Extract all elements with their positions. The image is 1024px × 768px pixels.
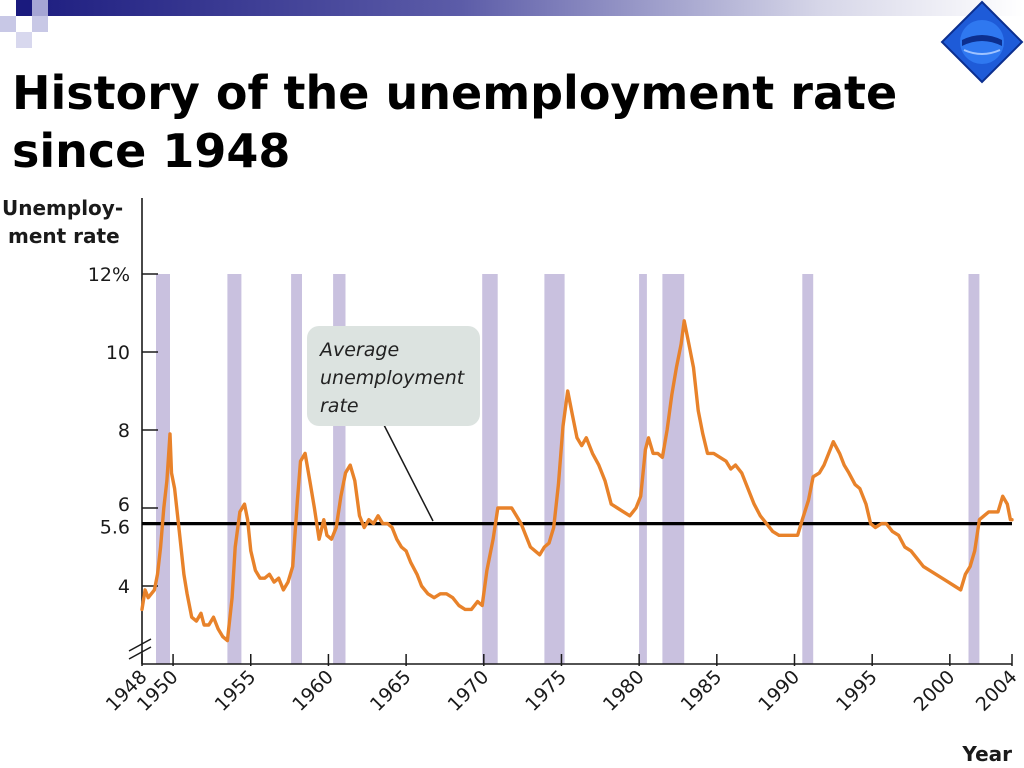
- recession-band: [291, 274, 302, 664]
- recession-bands: [156, 274, 980, 664]
- y-tick-label: 10: [106, 342, 130, 364]
- y-tick-label: 8: [118, 420, 130, 442]
- globe-diamond-icon: [940, 0, 1024, 84]
- x-tick-label: 1970: [444, 666, 494, 716]
- recession-band: [544, 274, 565, 664]
- x-tick-label: 1980: [599, 666, 649, 716]
- y-ticks: 4 5.66 8 10 12%: [88, 264, 158, 598]
- unemployment-rate-line: [140, 319, 1014, 643]
- x-tick-label: 2004: [972, 666, 1022, 716]
- annotation-pointer: [383, 424, 434, 522]
- recession-band: [662, 274, 685, 664]
- title-decoration-band: [0, 0, 1024, 48]
- annotation-line-2: unemployment: [320, 367, 466, 389]
- recession-band: [802, 274, 814, 664]
- x-tick-label: 1975: [521, 666, 571, 716]
- y-tick-label: 12%: [88, 264, 130, 286]
- x-tick-label: 2000: [910, 666, 960, 716]
- annotation-box: [307, 326, 480, 426]
- annotation-line-3: rate: [320, 395, 359, 417]
- slide-title-line-2: since 1948: [12, 124, 291, 178]
- x-tick-label: 1965: [366, 666, 416, 716]
- recession-band: [482, 274, 498, 664]
- x-tick-label: 1960: [288, 666, 338, 716]
- recession-band: [968, 274, 980, 664]
- recession-band: [227, 274, 242, 664]
- y-tick-label: 4: [118, 576, 130, 598]
- slide-title: History of the unemployment rate since 19…: [12, 64, 912, 180]
- slide-title-line-1: History of the unemployment rate: [12, 66, 898, 120]
- y-axis-title-line-1: Unemploy-: [2, 196, 123, 220]
- chart-axes: [128, 198, 1012, 665]
- series-layer: [140, 319, 1014, 643]
- annotation-line-1: Average: [318, 339, 399, 361]
- x-tick-label: 1995: [832, 666, 882, 716]
- axis-break-mark: [128, 638, 152, 660]
- x-tick-label: 1985: [677, 666, 727, 716]
- x-axis-title: Year: [961, 742, 1012, 766]
- y-axis-title-line-2: ment rate: [8, 224, 120, 248]
- y-tick-label: 6: [118, 494, 130, 516]
- x-tick-label: 1955: [211, 666, 261, 716]
- y-tick-label: 5.6: [100, 517, 130, 539]
- x-tick-label: 1990: [754, 666, 804, 716]
